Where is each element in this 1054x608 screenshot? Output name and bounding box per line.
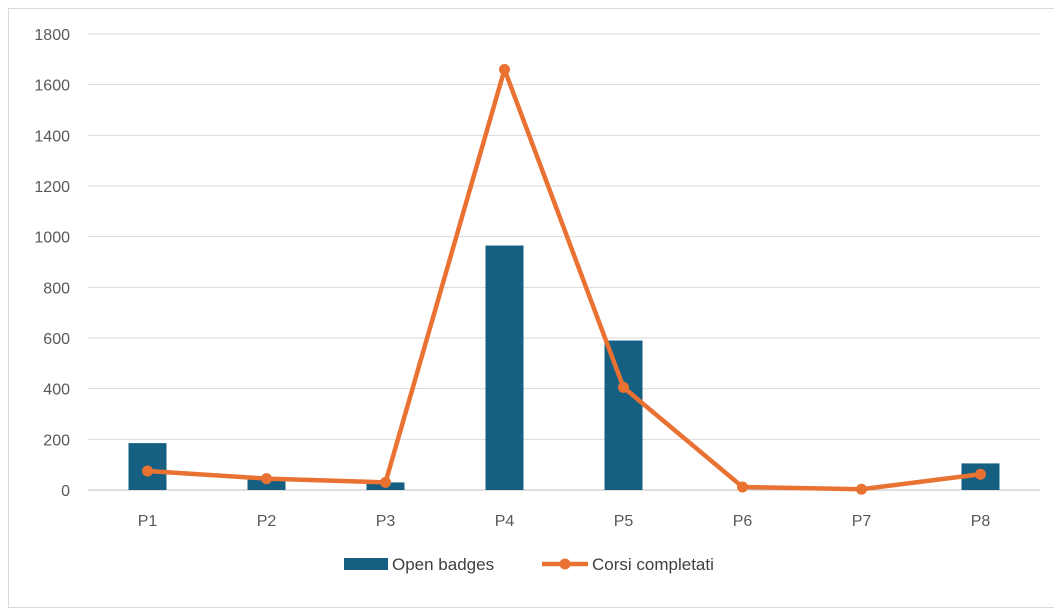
- point-corsi-completati-p1: [142, 465, 153, 477]
- x-tick-label: P3: [376, 513, 396, 530]
- point-corsi-completati-p8: [975, 468, 986, 480]
- x-tick-label: P5: [614, 513, 634, 530]
- x-tick-label: P2: [257, 513, 277, 530]
- legend-swatch-open-badges: [344, 558, 388, 570]
- y-tick-label: 800: [43, 280, 70, 297]
- y-tick-label: 1400: [34, 128, 70, 145]
- legend-label-open-badges: Open badges: [392, 555, 494, 574]
- x-axis-tick-labels: P1 P2 P3 P4 P5 P6 P7 P8: [138, 513, 991, 530]
- point-corsi-completati-p3: [380, 476, 391, 488]
- x-tick-label: P8: [971, 513, 991, 530]
- bar-open-badges-p2: [247, 478, 286, 490]
- x-tick-label: P7: [852, 513, 872, 530]
- point-corsi-completati-p7: [856, 483, 867, 495]
- bar-open-badges-p5: [604, 340, 643, 490]
- bar-series-open-badges: [128, 245, 1000, 490]
- legend: Open badges Corsi completati: [344, 555, 714, 574]
- y-tick-label: 1800: [34, 27, 70, 44]
- y-tick-label: 200: [43, 432, 70, 449]
- line-series-corsi-completati: [142, 63, 986, 495]
- point-corsi-completati-p4: [499, 63, 510, 75]
- y-tick-label: 400: [43, 382, 70, 399]
- combo-chart: 0 200 400 600 800 1000 1200 1400 1600 1800 P1 P2 P3…: [34, 27, 1040, 574]
- bar-open-badges-p4: [485, 245, 524, 490]
- line-corsi-completati: [147, 67, 981, 492]
- x-tick-label: P6: [733, 513, 753, 530]
- x-tick-label: P4: [495, 513, 515, 530]
- point-corsi-completati-p5: [618, 381, 629, 393]
- y-tick-label: 1200: [34, 179, 70, 196]
- gridlines: [88, 33, 1040, 491]
- legend-label-corsi-completati: Corsi completati: [592, 555, 714, 574]
- y-tick-label: 0: [61, 483, 70, 500]
- legend-swatch-marker-corsi-completati: [559, 558, 571, 570]
- y-tick-label: 1600: [34, 78, 70, 95]
- chart-frame: [8, 8, 1054, 608]
- y-tick-label: 600: [43, 331, 70, 348]
- point-corsi-completati-p6: [737, 481, 748, 493]
- x-tick-label: P1: [138, 513, 158, 530]
- point-corsi-completati-p2: [261, 473, 272, 485]
- y-tick-label: 1000: [34, 230, 70, 247]
- y-axis-tick-labels: 0 200 400 600 800 1000 1200 1400 1600 1800: [34, 27, 70, 500]
